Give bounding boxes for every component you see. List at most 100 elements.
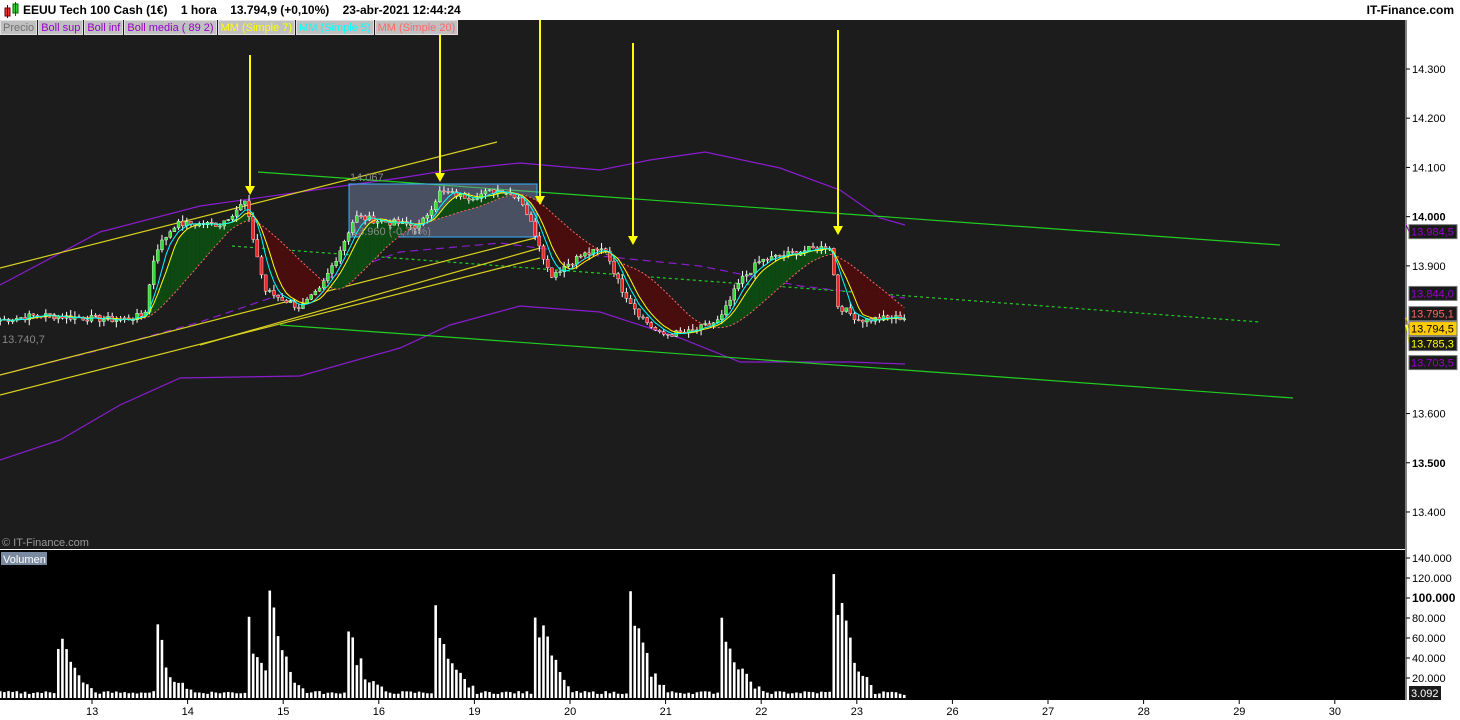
ma-fill [298,259,303,304]
ma-fill [390,221,395,245]
volume-bar [115,691,118,698]
ma-fill [452,196,457,215]
candle [276,294,280,298]
legend-item[interactable]: Boll sup [38,20,84,35]
ma-fill [149,303,154,317]
volume-bar [832,574,836,698]
ma-fill [568,227,573,270]
y-tick-label: 14.000 [1412,212,1446,224]
volume-bar [882,691,885,698]
volume-bar [152,691,155,698]
legend-item[interactable]: MM (Simple 5) [296,20,374,35]
volume-bar [94,692,97,698]
legend-item[interactable]: MM (Simple 7) [217,20,296,35]
volume-bar [305,693,309,698]
volume-bar [73,667,77,698]
ma-fill [153,293,158,314]
candle [761,258,765,262]
volume-bar [438,637,442,698]
candle [317,287,322,292]
ma-fill [684,310,689,334]
volume-bar [384,691,388,698]
volume-bar [36,692,39,698]
ma-fill [294,254,299,302]
ma-fill [900,304,905,319]
volume-bar [658,684,661,698]
candle [832,248,836,276]
candle [881,315,886,321]
ma-fill [199,223,204,265]
volume-bar [873,693,877,698]
candle [724,305,728,315]
ma-fill [381,218,386,252]
volume-bar [388,692,392,698]
volume-bar [712,693,715,698]
candle [180,220,185,227]
ma-fill [792,254,797,277]
ma-fill [394,221,399,241]
candle [529,214,533,222]
volume-bar [741,668,744,698]
candle [624,292,629,299]
ma-fill [240,213,245,224]
candle [230,215,235,220]
ma-fill [336,272,341,290]
volume-bar [849,637,852,698]
candle [19,317,23,319]
ma-fill [278,238,283,287]
candle [31,313,36,316]
candle [554,272,558,278]
volume-bar [645,652,649,698]
candle [151,260,156,285]
volume-bar [272,607,276,698]
volume-bar [840,602,844,698]
legend-item[interactable]: Boll inf [84,20,124,35]
volume-bar [604,691,607,698]
timeframe[interactable]: 1 hora [180,3,217,17]
volume-bar [368,682,371,698]
ma-fill [203,223,208,260]
volume-bar [27,693,31,698]
volume-bar [164,667,168,698]
candle [359,215,363,217]
candle [574,255,579,265]
volume-bar [285,656,288,698]
ma-fill [215,224,221,246]
ma-fill [273,235,279,278]
ma-fill [638,270,644,303]
ma-fill [157,282,162,311]
ma-fill [626,265,631,280]
legend-item[interactable]: MM (Simple 20) [374,20,459,35]
price-tag [1408,336,1458,352]
volume-bar [44,691,48,698]
ma-fill [680,306,685,334]
candle [251,216,255,240]
legend-item[interactable]: Boll media ( 89 2) [124,20,217,35]
volume-bar [691,693,695,698]
price-tag-label: 13.703,5 [1411,358,1454,370]
ma-fill [439,207,444,219]
candle [628,298,633,304]
candle [239,204,243,211]
volume-bar [620,693,624,698]
x-tick-label: 30 [1329,706,1341,718]
ma-fill [385,219,391,248]
ma-fill [224,223,229,237]
volume-bar [343,692,346,698]
candle [525,204,529,215]
candle [160,239,164,251]
volume-bar [583,691,587,698]
ma-fill [688,314,693,333]
ma-fill [763,266,768,302]
legend-item[interactable]: Precio [0,20,38,35]
candle [450,191,454,193]
volume-bar [65,649,68,698]
volume-bar [23,691,27,698]
ma-fill [535,199,540,217]
volume-bar [235,693,238,698]
volume-bar [608,693,612,698]
candle [728,299,732,306]
volume-bar [529,693,533,698]
volume-bar [546,636,549,698]
